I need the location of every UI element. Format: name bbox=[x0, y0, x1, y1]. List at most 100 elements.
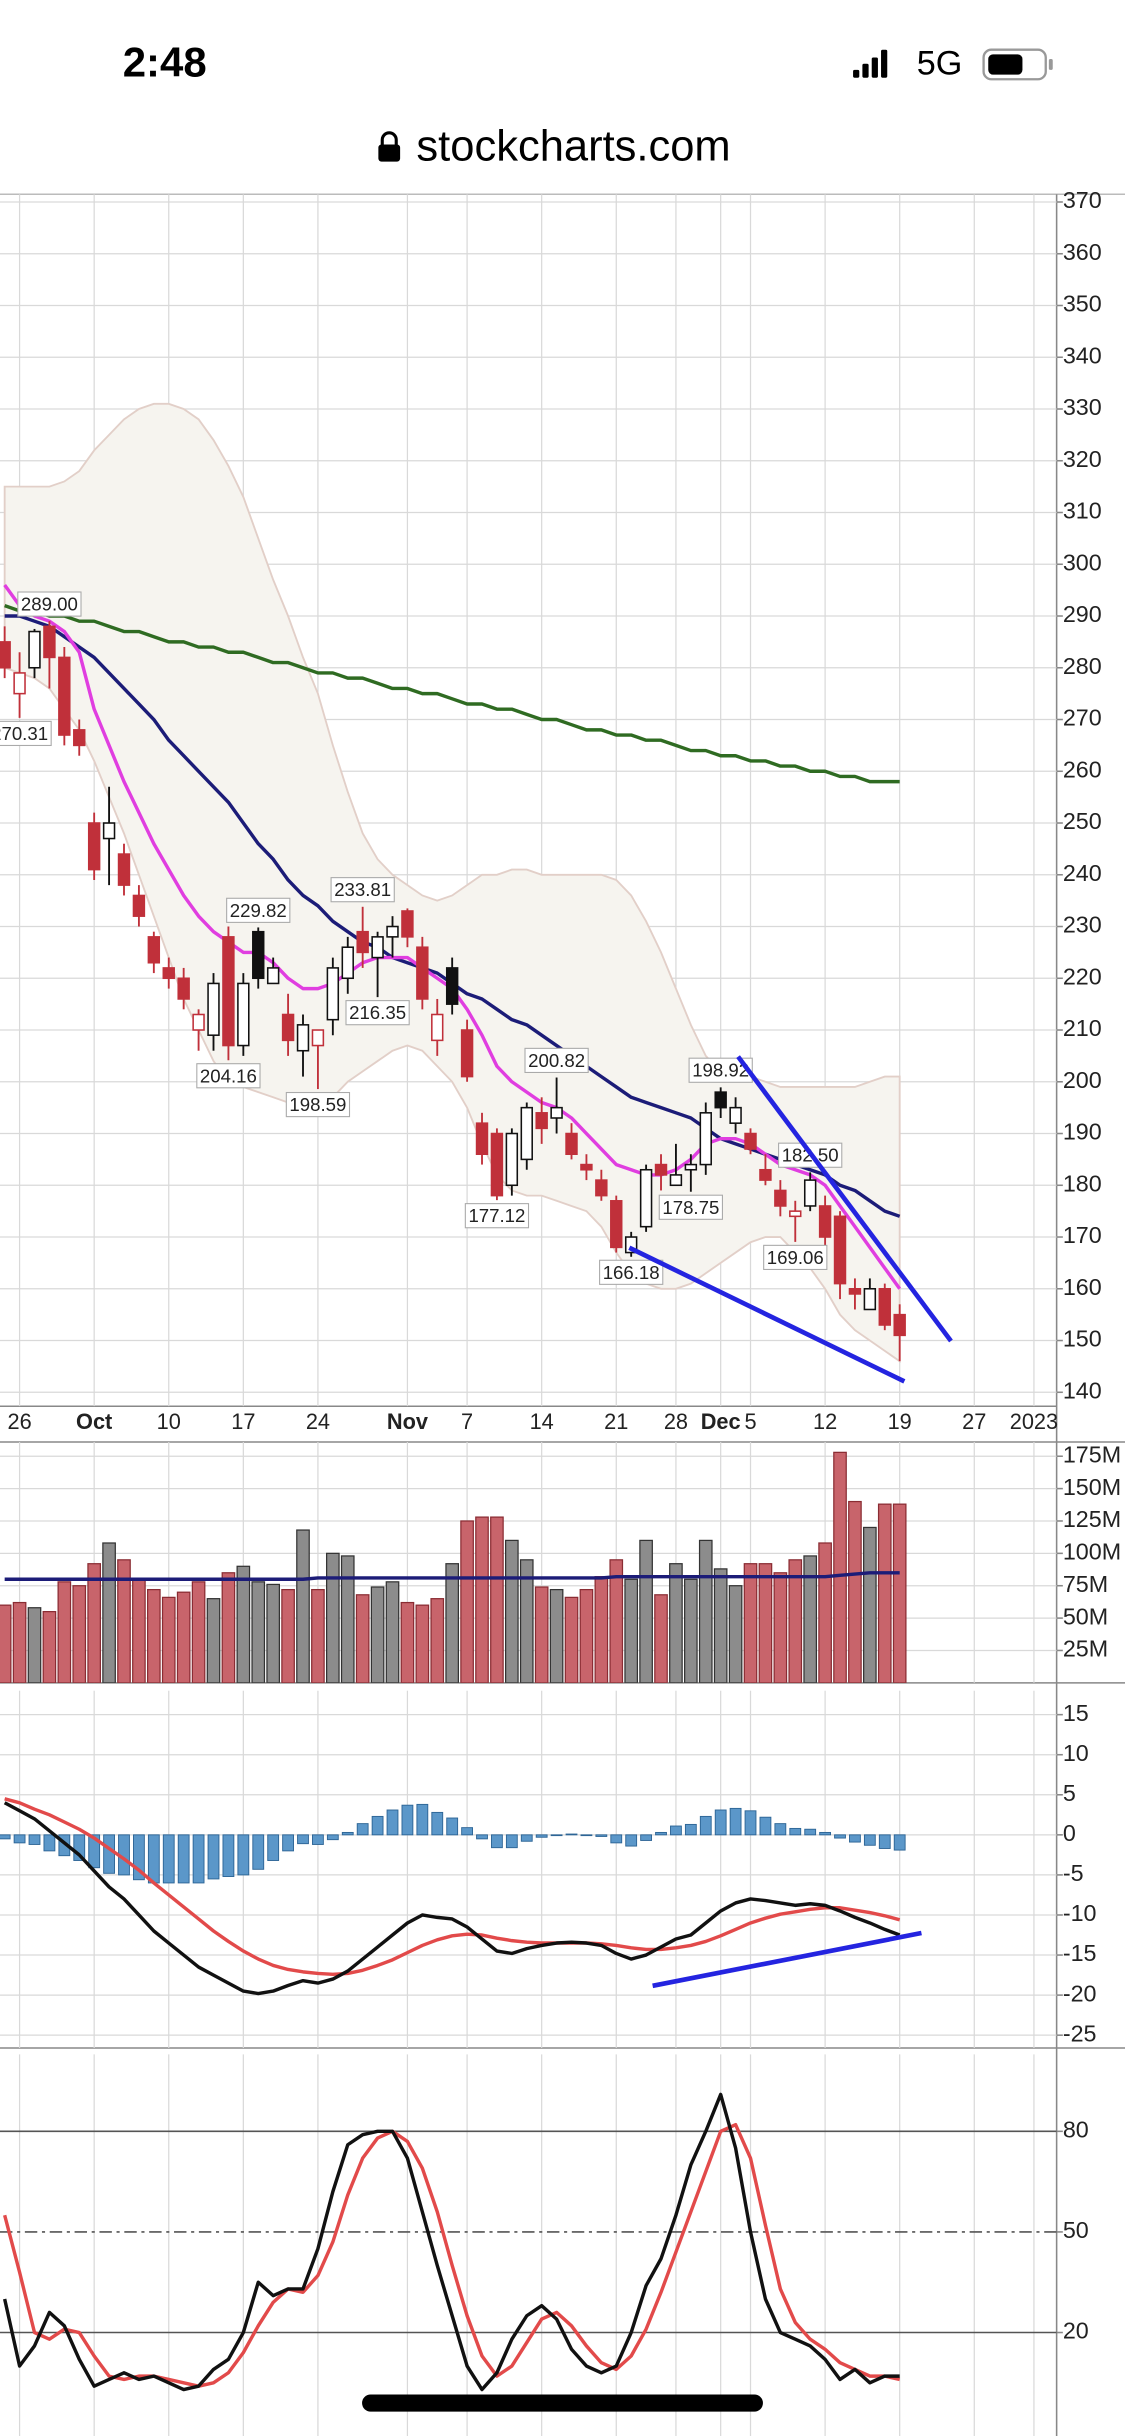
histogram-bar bbox=[28, 1834, 41, 1845]
histogram-bar bbox=[192, 1834, 205, 1884]
candle-body bbox=[117, 853, 131, 886]
x-tick-label: 14 bbox=[530, 1409, 554, 1434]
line-series bbox=[3, 1801, 901, 1996]
volume-bar bbox=[773, 1572, 788, 1683]
candle-body bbox=[237, 982, 250, 1047]
volume-bar bbox=[146, 1588, 161, 1683]
candle-body bbox=[565, 1132, 578, 1155]
histogram-bar bbox=[282, 1834, 294, 1852]
volume-bar bbox=[519, 1559, 534, 1683]
histogram-bar bbox=[222, 1834, 235, 1877]
histogram-bar bbox=[461, 1827, 473, 1836]
price-label-box bbox=[330, 877, 395, 903]
y-tick-label: 100M bbox=[1063, 1539, 1121, 1565]
candle-body bbox=[13, 672, 26, 695]
price-label-box bbox=[345, 1000, 410, 1026]
candle-body bbox=[699, 1112, 712, 1166]
volume-bar bbox=[639, 1539, 653, 1683]
volume-bar bbox=[117, 1559, 131, 1683]
trend-line bbox=[652, 1930, 922, 1989]
histogram-bar bbox=[416, 1803, 429, 1836]
candle-body bbox=[87, 822, 101, 871]
candle-body bbox=[639, 1168, 653, 1228]
signal-icon bbox=[853, 49, 888, 78]
y-tick-label: 75M bbox=[1063, 1571, 1108, 1597]
x-tick-label: 26 bbox=[7, 1409, 31, 1434]
y-tick-label: 140 bbox=[1063, 1377, 1102, 1403]
histogram-bar bbox=[640, 1834, 653, 1841]
trend-lines bbox=[628, 1055, 953, 1989]
url[interactable]: stockcharts.com bbox=[416, 123, 730, 171]
volume-bar bbox=[594, 1576, 609, 1683]
y-tick-label: 25M bbox=[1063, 1636, 1108, 1662]
candle-body bbox=[550, 1106, 563, 1119]
y-tick-label: 50 bbox=[1063, 2217, 1089, 2243]
volume-bar bbox=[848, 1500, 862, 1683]
network-label: 5G bbox=[917, 44, 963, 82]
y-tick-label: -5 bbox=[1063, 1860, 1084, 1886]
candle-body bbox=[147, 936, 161, 964]
histogram-bar bbox=[162, 1834, 175, 1884]
volume-bar bbox=[370, 1586, 385, 1683]
battery-icon bbox=[982, 48, 1053, 81]
y-tick-label: -20 bbox=[1063, 1980, 1097, 2006]
volume-bar bbox=[191, 1581, 206, 1683]
y-tick-label: 20 bbox=[1063, 2318, 1089, 2344]
volume-bar bbox=[743, 1563, 758, 1683]
histogram-bar bbox=[237, 1834, 250, 1876]
trend-line bbox=[628, 1245, 906, 1384]
histogram-bar bbox=[505, 1834, 518, 1849]
price-label-box bbox=[524, 1047, 589, 1074]
candle-body bbox=[803, 1179, 817, 1207]
line-series bbox=[2, 2092, 900, 2392]
x-tick-label: 10 bbox=[157, 1409, 181, 1434]
volume-bar bbox=[12, 1601, 27, 1683]
volume-bar bbox=[564, 1596, 579, 1683]
y-tick-label: 220 bbox=[1063, 963, 1102, 989]
histogram-bar bbox=[341, 1831, 354, 1836]
volume-bar bbox=[624, 1578, 639, 1683]
candle-body bbox=[460, 1029, 474, 1078]
price-label-box bbox=[17, 591, 82, 617]
volume-bar bbox=[27, 1607, 42, 1683]
candle-body bbox=[863, 1287, 877, 1311]
candle-body bbox=[878, 1287, 891, 1326]
price-label-box bbox=[226, 897, 291, 923]
volume-bar bbox=[281, 1588, 295, 1683]
x-tick-label: 7 bbox=[461, 1409, 473, 1434]
volume-bar bbox=[415, 1604, 430, 1683]
price-label: 198.92 bbox=[692, 1060, 749, 1081]
y-tick-label: 175M bbox=[1063, 1441, 1121, 1467]
volume-panel bbox=[0, 1441, 1057, 1683]
histogram-bar bbox=[431, 1811, 444, 1836]
candle-body bbox=[192, 1013, 205, 1031]
axes: 26 Oct 10 17 24 Nov 7 14 21 28 Dec 5 12 19 27 202314015… bbox=[7, 187, 1121, 2344]
candle-body bbox=[401, 910, 414, 938]
y-tick-label: 240 bbox=[1063, 860, 1102, 886]
candle-body bbox=[818, 1205, 832, 1238]
candle-body bbox=[311, 1029, 325, 1047]
trend-line bbox=[736, 1055, 953, 1343]
candle-body bbox=[356, 930, 369, 954]
candle-body bbox=[102, 822, 116, 840]
price-label: 204.16 bbox=[200, 1065, 257, 1086]
y-tick-label: 50M bbox=[1063, 1603, 1108, 1629]
bollinger-band bbox=[3, 402, 901, 1364]
volume-bar bbox=[609, 1559, 624, 1683]
histogram-bar bbox=[520, 1834, 533, 1842]
histogram-bar bbox=[670, 1825, 682, 1836]
volume-bar bbox=[400, 1601, 415, 1683]
price-label-box bbox=[285, 1091, 351, 1118]
price-label: 198.59 bbox=[289, 1094, 346, 1115]
histogram-bar bbox=[312, 1834, 324, 1845]
x-tick-label: 19 bbox=[888, 1409, 912, 1434]
histogram-bar bbox=[834, 1834, 846, 1839]
y-tick-label: 370 bbox=[1063, 187, 1102, 213]
histogram-bar bbox=[625, 1834, 638, 1847]
candle-body bbox=[252, 930, 265, 980]
y-tick-label: 300 bbox=[1063, 549, 1102, 575]
candle-body bbox=[833, 1215, 847, 1285]
candle-body bbox=[505, 1132, 519, 1187]
